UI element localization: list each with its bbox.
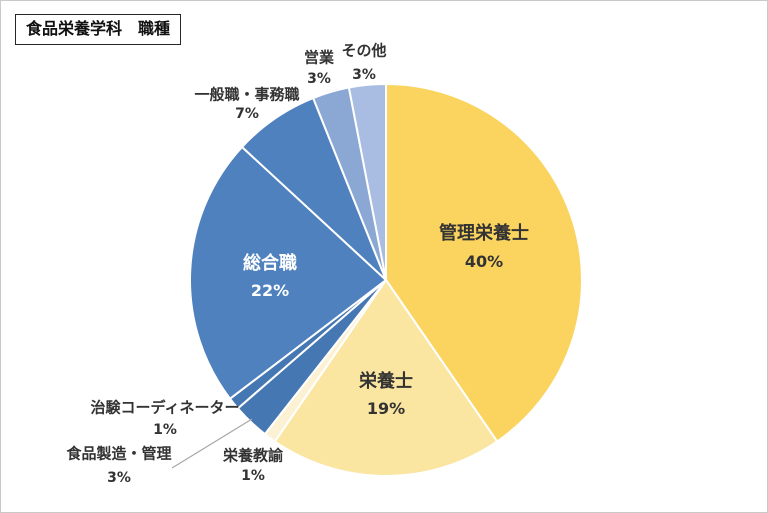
slice-label-dietitian: 栄養士 (359, 371, 413, 392)
slice-label-general-office-work: 一般職・事務職 (194, 85, 300, 104)
slice-label-nutrition-teacher: 栄養教諭 (222, 446, 284, 465)
slice-label-registered-dietitian: 管理栄養士 (439, 223, 529, 244)
slice-pct-sales: 3% (307, 71, 331, 87)
slice-label-comprehensive-position: 総合職 (243, 253, 297, 274)
pie-slice-dietitian (273, 279, 499, 477)
slice-pct-food-manufacturing-management: 3% (107, 470, 131, 486)
pie-slice-comprehensive-position (189, 146, 387, 400)
slice-pct-general-office-work: 7% (235, 106, 259, 122)
slice-pct-clinical-trial-coordinator: 1% (153, 422, 177, 438)
slice-label-clinical-trial-coordinator: 治験コーディネーター (90, 398, 240, 417)
slice-label-sales: 営業 (303, 48, 335, 67)
chart-title: 食品栄養学科 職種 (26, 19, 171, 38)
pie-slice-other (347, 83, 387, 281)
slice-pct-other: 3% (352, 67, 376, 83)
chart-title-box: 食品栄養学科 職種 (15, 14, 182, 45)
pie-slice-registered-dietitian (385, 83, 583, 443)
leader-line-food-manufacturing-management (171, 418, 253, 469)
slice-pct-registered-dietitian: 40% (464, 252, 504, 271)
slice-pct-dietitian: 19% (366, 399, 406, 418)
slice-label-food-manufacturing-management: 食品製造・管理 (66, 444, 172, 463)
slice-pct-nutrition-teacher: 1% (241, 468, 265, 484)
slice-label-other: その他 (341, 41, 387, 60)
slice-pct-comprehensive-position: 22% (250, 281, 290, 300)
